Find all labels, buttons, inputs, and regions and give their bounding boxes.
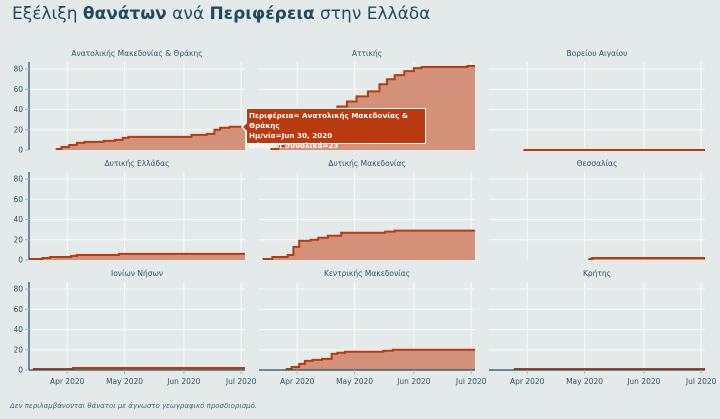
y-tick-label: 60	[13, 85, 23, 94]
y-tick-label: 20	[13, 125, 23, 134]
y-tick-label: 40	[13, 105, 23, 114]
x-tick-label: Jun 2020	[626, 377, 660, 386]
y-tick-label: 80	[13, 65, 23, 74]
area-fill	[262, 230, 475, 260]
title-bold-deaths: θανάτων	[82, 4, 167, 24]
x-tick-label: Apr 2020	[510, 377, 545, 386]
panel-title: Κρήτης	[582, 269, 612, 278]
y-tick-label: 80	[13, 285, 23, 294]
series-line	[29, 252, 245, 260]
title-text: Εξέλιξη	[12, 4, 83, 24]
x-tick-label: Apr 2020	[280, 377, 315, 386]
series-line	[285, 348, 475, 370]
x-tick-label: Jul 2020	[685, 377, 717, 386]
x-tick-label: Apr 2020	[50, 377, 85, 386]
series-line	[32, 366, 245, 370]
x-tick-label: May 2020	[106, 377, 143, 386]
y-tick-label: 60	[13, 305, 23, 314]
footnote: Δεν περιλαμβάνονται θάνατοι με άγνωστο γ…	[10, 402, 258, 410]
y-tick-label: 20	[13, 235, 23, 244]
y-tick-label: 0	[18, 146, 23, 155]
panel-title: Θεσσαλίας	[576, 159, 618, 168]
y-tick-label: 20	[13, 345, 23, 354]
panel-title: Βορείου Αιγαίου	[566, 49, 628, 58]
x-tick-label: Jul 2020	[455, 377, 487, 386]
area-fill	[55, 126, 245, 150]
panel-title: Ανατολικής Μακεδονίας & Θράκης	[71, 49, 203, 58]
x-tick-label: May 2020	[336, 377, 373, 386]
title-text: ανά	[166, 4, 210, 24]
x-tick-label: Jun 2020	[166, 377, 200, 386]
page-title: Εξέλιξη θανάτων ανά Περιφέρεια στην Ελλά…	[12, 4, 430, 24]
panel-title: Κεντρικής Μακεδονίας	[323, 269, 411, 278]
y-tick-label: 40	[13, 215, 23, 224]
tooltip-deaths: Θάνατοι συνολικά=23	[249, 141, 339, 150]
area-fill	[285, 349, 475, 370]
panel-title: Δυτικής Μακεδονίας	[328, 159, 406, 168]
title-text: στην Ελλάδα	[314, 4, 431, 24]
x-tick-label: May 2020	[566, 377, 603, 386]
panel-title: Αττικής	[351, 49, 383, 58]
panel-title: Ιονίων Νήσων	[111, 269, 163, 278]
y-tick-label: 40	[13, 325, 23, 334]
tooltip-region: Περιφέρεια= Ανατολικής Μακεδονίας & Θράκ…	[249, 111, 408, 130]
series-line	[262, 229, 475, 260]
y-tick-label: 0	[18, 366, 23, 375]
series-line	[55, 125, 245, 150]
x-tick-label: Jul 2020	[225, 377, 257, 386]
title-bold-region: Περιφέρεια	[209, 4, 315, 24]
series-line	[588, 256, 705, 260]
y-tick-label: 80	[13, 175, 23, 184]
y-tick-label: 0	[18, 256, 23, 265]
tooltip-date: Ημ/νία=Jun 30, 2020	[249, 131, 333, 140]
x-tick-label: Jun 2020	[396, 377, 430, 386]
y-tick-label: 60	[13, 195, 23, 204]
panel-title: Δυτικής Ελλάδας	[104, 159, 170, 168]
hover-tooltip: Περιφέρεια= Ανατολικής Μακεδονίας & Θράκ…	[241, 108, 426, 150]
